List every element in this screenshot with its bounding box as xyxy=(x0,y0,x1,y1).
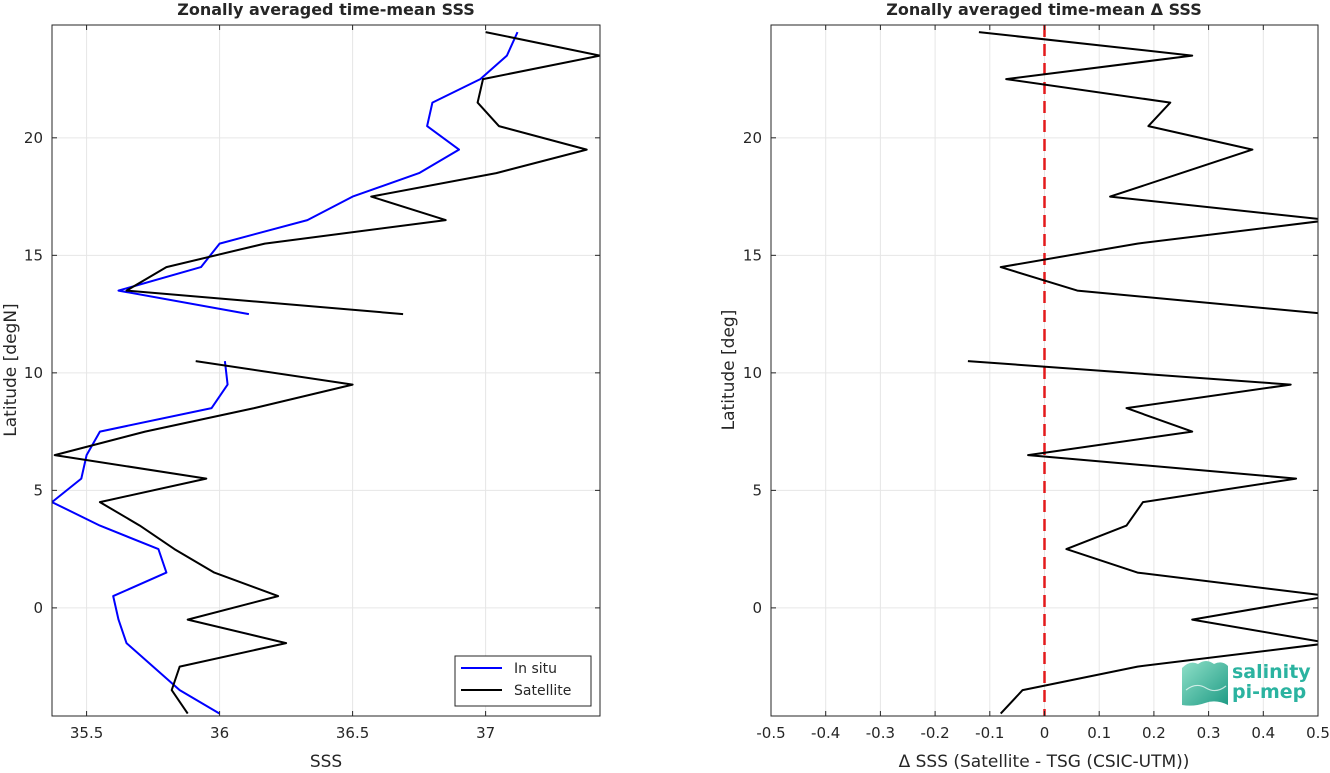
right-xtick-label-6: 0.1 xyxy=(1087,724,1111,742)
left-ytick-label-3: 15 xyxy=(24,246,43,264)
logo-wave-line xyxy=(1185,684,1227,692)
right-xtick-label-2: -0.3 xyxy=(866,724,895,742)
logo-line2: pi-mep xyxy=(1232,681,1306,703)
right-y-axis-label: Latitude [deg] xyxy=(719,310,739,431)
left-ytick-label-4: 20 xyxy=(24,129,43,147)
salinity-pi-mep-logo: salinity pi-mep xyxy=(1182,661,1311,706)
left-ytick-label-1: 5 xyxy=(33,481,43,499)
left-ytick-label-2: 10 xyxy=(24,364,43,382)
left-xtick-label-1: 36 xyxy=(210,724,229,742)
right-xtick-label-3: -0.2 xyxy=(920,724,949,742)
right-ytick-label-4: 20 xyxy=(743,129,762,147)
left-xtick-label-3: 37 xyxy=(476,724,495,742)
right-xtick-label-4: -0.1 xyxy=(975,724,1004,742)
logo-wave-mark xyxy=(1182,661,1228,706)
right-series-delta-sss-segment-0 xyxy=(978,31,1318,315)
right-xtick-label-7: 0.2 xyxy=(1142,724,1166,742)
left-series-satellite-segment-1 xyxy=(53,360,354,715)
left-series-satellite-segment-0 xyxy=(125,31,600,316)
logo-line1: salinity xyxy=(1232,661,1311,683)
right-xtick-label-8: 0.3 xyxy=(1197,724,1221,742)
right-xtick-label-1: -0.4 xyxy=(811,724,840,742)
right-ytick-label-2: 10 xyxy=(743,364,762,382)
right-xtick-label-0: -0.5 xyxy=(756,724,785,742)
legend: In situ Satellite xyxy=(454,655,592,707)
left-series-lines xyxy=(52,31,600,715)
right-xtick-label-10: 0.5 xyxy=(1306,724,1330,742)
right-ytick-label-3: 15 xyxy=(743,246,762,264)
right-ytick-label-0: 0 xyxy=(752,599,762,617)
right-title: Zonally averaged time-mean Δ SSS xyxy=(886,0,1202,19)
legend-label-satellite: Satellite xyxy=(514,683,571,699)
right-xtick-label-9: 0.4 xyxy=(1251,724,1275,742)
right-ticks: -0.5 -0.4 -0.3 -0.2 -0.1 0 0.1 0.2 0.3 0.4 0.5 0 5 10… xyxy=(743,25,1330,742)
right-panel: -0.5 -0.4 -0.3 -0.2 -0.1 0 0.1 0.2 0.3 0.4 0.5 0 5 10… xyxy=(719,0,1330,772)
right-series-lines xyxy=(967,25,1318,716)
left-panel: 35.5 36 36.5 37 0 5 10 15 20 Zonally averaged ti… xyxy=(1,0,601,772)
left-xtick-label-2: 36.5 xyxy=(336,724,369,742)
left-series-in-situ-segment-0 xyxy=(117,31,519,316)
left-ytick-label-0: 0 xyxy=(33,599,43,617)
right-xtick-label-5: 0 xyxy=(1040,724,1050,742)
right-series-delta-sss-segment-1 xyxy=(967,360,1318,715)
left-series-in-situ-segment-1 xyxy=(52,360,229,715)
right-ytick-label-1: 5 xyxy=(752,481,762,499)
left-ticks: 35.5 36 36.5 37 0 5 10 15 20 xyxy=(24,25,600,742)
left-y-axis-label: Latitude [degN] xyxy=(1,303,21,436)
left-xtick-label-0: 35.5 xyxy=(70,724,103,742)
left-title: Zonally averaged time-mean SSS xyxy=(177,0,475,19)
left-grid xyxy=(52,25,600,716)
right-x-axis-label: Δ SSS (Satellite - TSG (CSIC-UTM)) xyxy=(899,752,1190,769)
legend-label-in-situ: In situ xyxy=(514,661,557,677)
left-x-axis-label: SSS xyxy=(310,752,342,769)
left-plot-area xyxy=(52,25,600,716)
left-axes-box xyxy=(51,24,601,717)
legend-box xyxy=(454,655,592,707)
